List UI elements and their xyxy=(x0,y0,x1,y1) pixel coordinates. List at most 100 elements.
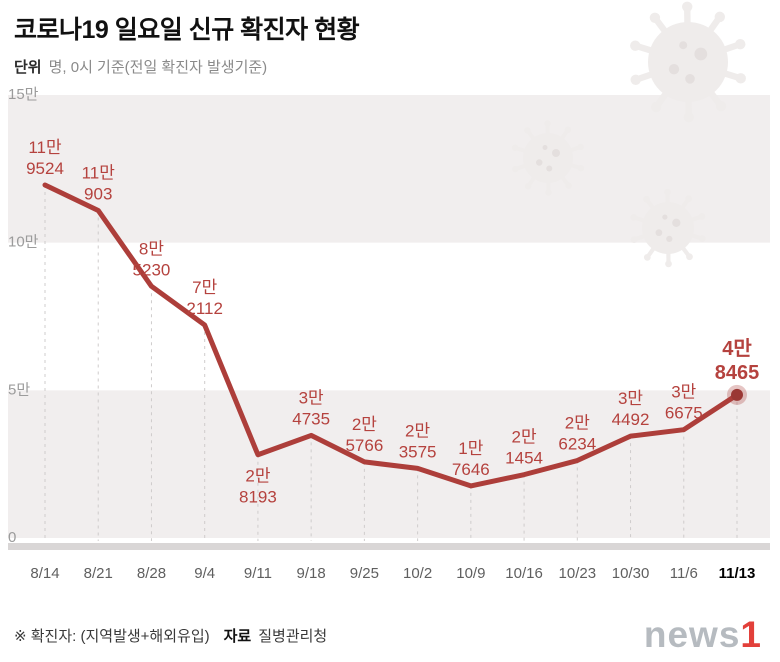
virus-spike-tip xyxy=(512,165,519,173)
virus-icon xyxy=(511,120,585,196)
unit-text: 명, 0시 기준(전일 확진자 발생기준) xyxy=(48,59,268,76)
point-label: 4492 xyxy=(612,410,650,429)
point-label: 8193 xyxy=(239,488,277,507)
virus-spike-tip xyxy=(630,74,641,85)
x-tick-label: 11/13 xyxy=(719,565,756,582)
virus-spike-tip xyxy=(686,253,693,261)
virus-spike-tip xyxy=(511,144,519,152)
virus-spike-tip xyxy=(735,39,746,50)
point-label: 7646 xyxy=(452,460,490,479)
point-label: 4만 xyxy=(722,337,752,360)
virus-dot xyxy=(552,149,560,157)
virus-spike-tip xyxy=(630,236,638,243)
virus-spike-tip xyxy=(643,195,650,203)
virus-spike-tip xyxy=(682,1,693,13)
virus-spike-tip xyxy=(577,143,584,151)
point-label: 3만 xyxy=(671,383,696,402)
point-label: 3575 xyxy=(399,442,437,461)
point-label: 1만 xyxy=(458,439,483,458)
virus-dot xyxy=(666,235,673,243)
virus-spike-tip xyxy=(683,111,694,123)
point-label: 1454 xyxy=(505,449,543,468)
point-label: 8만 xyxy=(139,239,164,258)
virus-spike-tip xyxy=(685,195,693,203)
source-name: 질병관리청 xyxy=(258,628,328,645)
header: 코로나19 일요일 신규 확진자 현황 단위 명, 0시 기준(전일 확진자 발생… xyxy=(14,10,360,77)
x-tick-label: 9/11 xyxy=(244,565,272,582)
x-tick-label: 10/9 xyxy=(456,565,485,582)
virus-dot xyxy=(668,63,680,75)
virus-icon xyxy=(630,188,706,268)
virus-spike-tip xyxy=(565,182,572,189)
virus-spike-tip xyxy=(714,11,726,23)
point-label: 9524 xyxy=(26,159,64,178)
y-tick-label: 5만 xyxy=(8,381,30,398)
point-label: 11만 xyxy=(82,163,116,182)
x-tick-label: 9/25 xyxy=(350,565,379,582)
virus-spike-tip xyxy=(630,40,641,51)
virus-spike-tip xyxy=(564,126,572,134)
chart-subtitle: 단위 명, 0시 기준(전일 확진자 발생기준) xyxy=(14,56,359,77)
series-line xyxy=(42,182,740,489)
virus-spike-tip xyxy=(650,101,662,113)
virus-spike-tip xyxy=(715,100,727,112)
virus-spike-tip xyxy=(698,235,706,242)
virus-spike-tip xyxy=(545,189,552,196)
x-tick-label: 8/14 xyxy=(30,565,59,582)
point-label: 2만 xyxy=(245,467,270,486)
y-tick-label: 0 xyxy=(8,529,16,546)
virus-spike-tip xyxy=(630,214,638,221)
virus-spike-tip xyxy=(649,12,661,24)
point-label: 5230 xyxy=(133,260,171,279)
point-label: 2만 xyxy=(512,428,537,447)
point-label: 8465 xyxy=(715,362,760,384)
point-label: 6234 xyxy=(558,435,596,454)
point-label: 5766 xyxy=(345,436,383,455)
virus-spike-tip xyxy=(524,182,532,190)
x-axis-bar xyxy=(8,543,770,550)
point-label: 2만 xyxy=(352,415,377,434)
footer-note: ※ 확진자: (지역발생+해외유입) 자료 질병관리청 xyxy=(14,625,327,646)
unit-label: 단위 xyxy=(14,59,42,76)
x-tick-label: 11/6 xyxy=(670,565,698,582)
virus-dot xyxy=(662,214,668,220)
confirmed-note: ※ 확진자: (지역발생+해외유입) xyxy=(14,628,210,645)
virus-spike-tip xyxy=(544,120,551,127)
virus-dot xyxy=(672,218,681,227)
virus-spike-tip xyxy=(643,253,651,261)
x-tick-label: 8/21 xyxy=(84,565,113,582)
virus-spike-tip xyxy=(735,73,746,84)
point-label: 11만 xyxy=(28,138,62,157)
virus-spike-tip xyxy=(665,260,672,268)
x-tick-label: 9/18 xyxy=(297,565,326,582)
virus-dot xyxy=(679,41,688,50)
point-label: 3만 xyxy=(618,389,643,408)
virus-body xyxy=(648,22,728,102)
virus-body xyxy=(642,202,694,254)
logo-one-text: 1 xyxy=(740,614,762,655)
point-label: 903 xyxy=(84,184,112,203)
virus-dot xyxy=(694,47,708,61)
virus-dot xyxy=(546,165,553,172)
x-tick-label: 10/30 xyxy=(612,565,650,582)
x-tick-label: 9/4 xyxy=(194,565,215,582)
y-tick-label: 10만 xyxy=(8,234,39,251)
point-label: 2112 xyxy=(186,299,223,318)
logo-news-text: news xyxy=(643,614,741,655)
x-tick-label: 8/28 xyxy=(137,565,166,582)
page-title: 코로나19 일요일 신규 확진자 현황 xyxy=(14,16,360,44)
point-label: 2만 xyxy=(565,414,590,433)
y-tick-label: 15만 xyxy=(8,86,39,103)
point-label: 7만 xyxy=(192,278,217,297)
virus-dot xyxy=(655,229,663,237)
point-label: 3만 xyxy=(299,388,324,407)
virus-spike-tip xyxy=(577,164,585,172)
highlight-marker xyxy=(731,388,743,401)
point-label: 2만 xyxy=(405,421,430,440)
virus-icon xyxy=(630,1,746,123)
x-tick-label: 10/2 xyxy=(403,565,432,582)
virus-body xyxy=(523,133,573,183)
point-label: 6675 xyxy=(665,404,703,423)
virus-dot xyxy=(536,159,543,166)
